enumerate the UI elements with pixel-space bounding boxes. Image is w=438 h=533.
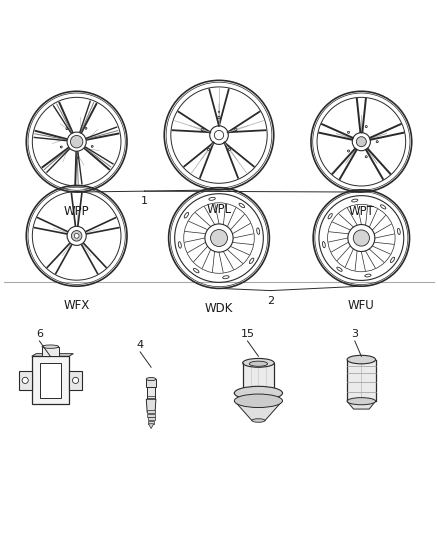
Bar bbox=[148, 421, 154, 424]
Circle shape bbox=[74, 233, 79, 238]
Text: WPP: WPP bbox=[64, 205, 89, 218]
Circle shape bbox=[71, 135, 83, 148]
Bar bbox=[32, 356, 69, 405]
Text: 1: 1 bbox=[141, 197, 148, 206]
Ellipse shape bbox=[381, 205, 386, 209]
Text: WDK: WDK bbox=[205, 302, 233, 314]
Bar bbox=[19, 371, 32, 390]
Ellipse shape bbox=[234, 386, 283, 400]
Ellipse shape bbox=[337, 267, 342, 271]
Text: 15: 15 bbox=[240, 329, 254, 339]
Ellipse shape bbox=[322, 241, 325, 248]
Bar bbox=[39, 363, 61, 398]
Ellipse shape bbox=[257, 228, 260, 235]
Bar bbox=[42, 346, 59, 356]
Circle shape bbox=[208, 148, 210, 150]
Circle shape bbox=[218, 111, 220, 112]
Circle shape bbox=[71, 231, 82, 241]
Circle shape bbox=[235, 128, 237, 131]
Bar bbox=[347, 360, 375, 401]
Text: WPT: WPT bbox=[348, 205, 374, 218]
Bar bbox=[147, 387, 155, 399]
Ellipse shape bbox=[209, 197, 215, 200]
Circle shape bbox=[91, 146, 93, 147]
Circle shape bbox=[218, 116, 220, 118]
Circle shape bbox=[66, 128, 68, 130]
Ellipse shape bbox=[178, 241, 181, 248]
Ellipse shape bbox=[243, 395, 274, 401]
Ellipse shape bbox=[239, 203, 244, 208]
Polygon shape bbox=[32, 354, 74, 356]
Text: WFU: WFU bbox=[348, 300, 375, 312]
Circle shape bbox=[365, 126, 367, 127]
Circle shape bbox=[228, 148, 230, 150]
Text: WFX: WFX bbox=[64, 300, 90, 312]
Circle shape bbox=[347, 131, 350, 133]
Circle shape bbox=[353, 230, 369, 246]
Text: 3: 3 bbox=[351, 329, 358, 339]
Ellipse shape bbox=[146, 377, 156, 381]
Ellipse shape bbox=[42, 345, 59, 349]
Polygon shape bbox=[347, 401, 375, 409]
Polygon shape bbox=[234, 401, 283, 421]
Text: WPL: WPL bbox=[206, 203, 232, 216]
Circle shape bbox=[76, 157, 78, 159]
Ellipse shape bbox=[328, 214, 332, 219]
Ellipse shape bbox=[194, 269, 199, 273]
Ellipse shape bbox=[243, 359, 274, 367]
Ellipse shape bbox=[249, 258, 254, 264]
Text: 2: 2 bbox=[267, 296, 274, 306]
Ellipse shape bbox=[352, 199, 358, 202]
Circle shape bbox=[211, 230, 227, 246]
Text: 6: 6 bbox=[36, 329, 43, 339]
Ellipse shape bbox=[390, 257, 395, 263]
Bar bbox=[243, 363, 274, 398]
Polygon shape bbox=[146, 399, 156, 413]
Circle shape bbox=[22, 377, 28, 383]
Circle shape bbox=[85, 127, 87, 129]
Bar bbox=[146, 379, 156, 387]
Ellipse shape bbox=[365, 274, 371, 277]
Ellipse shape bbox=[347, 356, 375, 364]
Bar bbox=[147, 414, 155, 417]
Circle shape bbox=[60, 146, 62, 148]
Ellipse shape bbox=[249, 361, 268, 366]
Circle shape bbox=[376, 141, 378, 143]
Circle shape bbox=[365, 156, 367, 158]
Bar bbox=[148, 417, 155, 420]
Circle shape bbox=[347, 150, 350, 152]
Ellipse shape bbox=[234, 394, 283, 408]
Circle shape bbox=[201, 128, 203, 131]
Polygon shape bbox=[148, 424, 154, 429]
Circle shape bbox=[72, 377, 78, 383]
Circle shape bbox=[214, 131, 224, 140]
Circle shape bbox=[357, 136, 366, 147]
Bar bbox=[69, 371, 82, 390]
Bar bbox=[147, 410, 155, 413]
Text: 4: 4 bbox=[137, 340, 144, 350]
Ellipse shape bbox=[252, 419, 265, 422]
Ellipse shape bbox=[347, 398, 375, 405]
Ellipse shape bbox=[397, 228, 400, 235]
Ellipse shape bbox=[223, 276, 229, 279]
Ellipse shape bbox=[184, 213, 189, 218]
